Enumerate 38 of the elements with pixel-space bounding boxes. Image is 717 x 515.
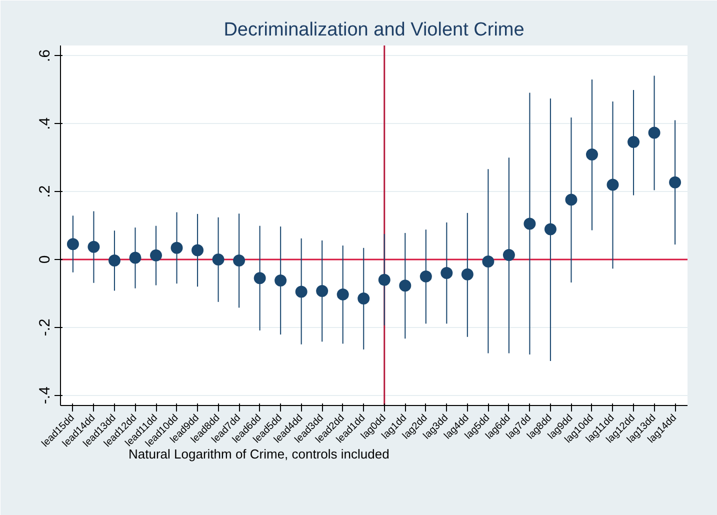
point [233, 254, 246, 266]
point [254, 272, 266, 284]
y-tick-label: .4 [36, 117, 54, 130]
point [482, 256, 494, 268]
point [586, 148, 598, 161]
point [170, 242, 183, 254]
point [192, 244, 204, 256]
point [129, 252, 142, 264]
y-tick-label: .6 [36, 49, 54, 62]
point [274, 274, 287, 287]
y-tick-label: -.2 [36, 318, 54, 336]
point [378, 274, 390, 286]
point [440, 267, 453, 280]
y-tick-label: .2 [36, 185, 54, 198]
point [565, 194, 578, 206]
point [88, 240, 100, 253]
point [502, 249, 515, 262]
point [420, 270, 432, 282]
point [358, 292, 370, 305]
y-tick-label: 0 [36, 255, 54, 264]
point [606, 178, 619, 191]
point [108, 254, 120, 266]
point [648, 126, 660, 139]
text: Natural Logarithm of Crime, controls included [128, 446, 390, 462]
point [212, 253, 224, 266]
point [628, 136, 640, 148]
point [66, 238, 79, 250]
point [295, 286, 308, 298]
point [461, 268, 474, 280]
point [336, 288, 349, 300]
point [399, 280, 412, 292]
point [524, 218, 536, 230]
point [316, 285, 328, 298]
point [669, 176, 682, 188]
chart-title: Decriminalization and Violent Crime [224, 20, 524, 40]
point [150, 249, 162, 262]
point [544, 223, 556, 236]
y-tick-label: -.4 [36, 386, 54, 404]
